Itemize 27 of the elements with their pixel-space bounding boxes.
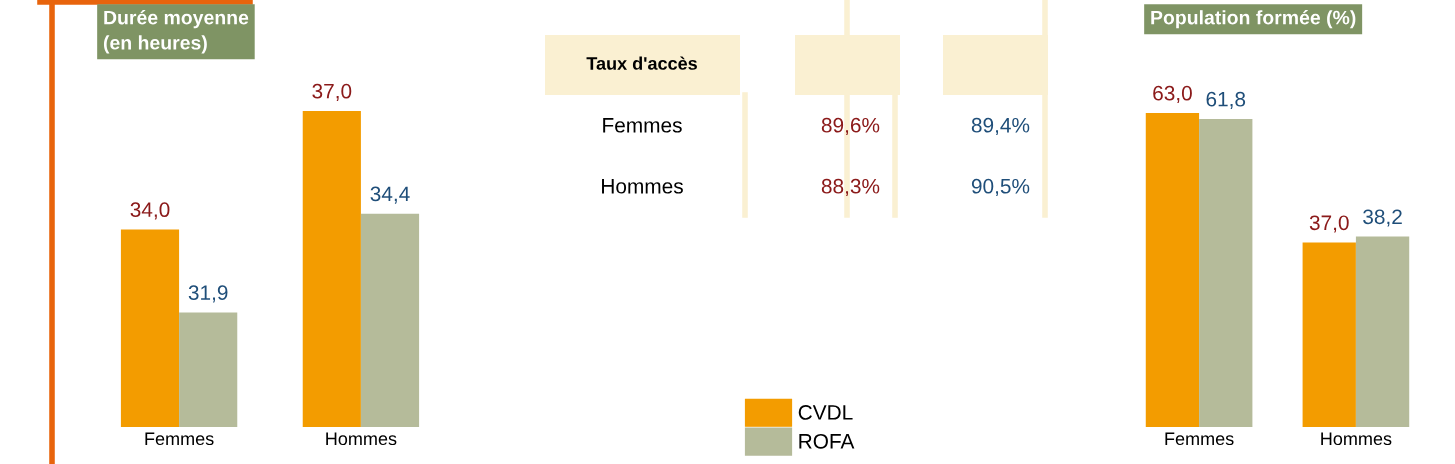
bar xyxy=(1355,236,1410,427)
chart-title: Population formée (%) xyxy=(1151,10,1356,29)
data-label: 34,0 xyxy=(130,202,170,220)
data-label: 90,5% xyxy=(971,178,1030,197)
data-label: 61,8 xyxy=(1206,91,1246,109)
text: Taux d'accès xyxy=(586,56,697,70)
chart-title: Durée moyenne (en heures) xyxy=(103,10,249,54)
category-label: Femmes xyxy=(603,118,682,133)
bar xyxy=(1145,113,1200,427)
data-label: 89,4% xyxy=(971,117,1030,136)
x-tick-label: Hommes xyxy=(1321,432,1392,446)
data-label: 63,0 xyxy=(1153,85,1192,104)
bar xyxy=(1199,118,1253,427)
x-tick-label: Femmes xyxy=(145,432,214,446)
x-tick-label: Femmes xyxy=(1165,432,1234,446)
x-tick-label: Hommes xyxy=(326,432,397,446)
data-label: 38,2 xyxy=(1363,209,1402,227)
category-label: Hommes xyxy=(602,179,683,194)
data-label: 88,3% xyxy=(821,178,880,197)
data-label: 37,0 xyxy=(1309,215,1349,233)
data-label: 37,0 xyxy=(312,83,352,102)
bar xyxy=(1302,242,1356,427)
legend-label: ROFA xyxy=(799,433,855,449)
legend-label: CVDL xyxy=(798,405,853,420)
data-label: 31,9 xyxy=(188,285,228,303)
data-label: 89,6% xyxy=(821,117,880,136)
data-label: 34,4 xyxy=(370,186,410,204)
